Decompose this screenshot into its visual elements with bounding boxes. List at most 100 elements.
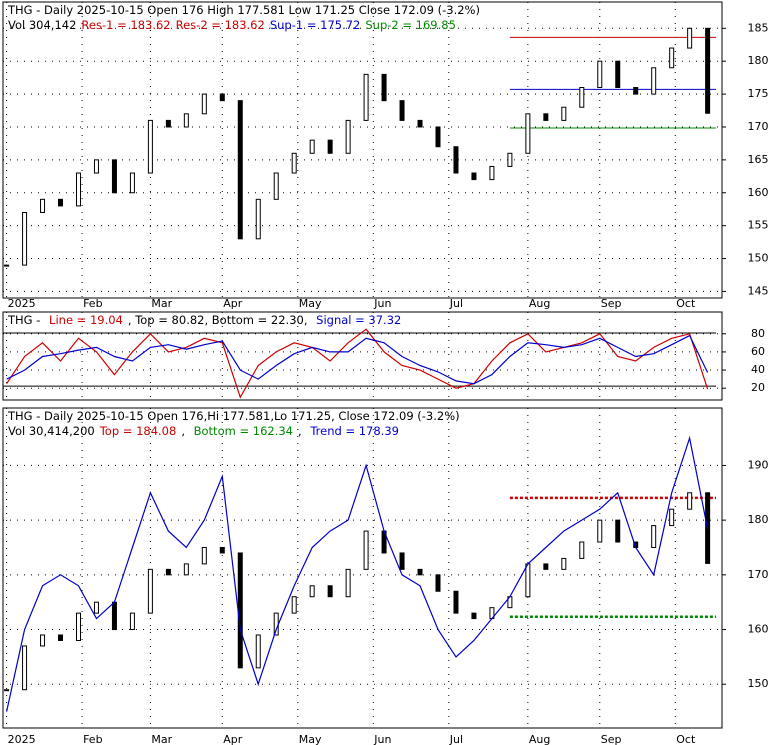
y-tick-label: 150 — [748, 252, 769, 265]
candle — [93, 601, 99, 614]
header-text: , — [181, 424, 188, 438]
y-tick-label: 170 — [748, 568, 769, 581]
candle — [543, 113, 549, 121]
x-tick-label: Jul — [449, 733, 463, 745]
candle — [669, 47, 675, 69]
y-tick-label: 160 — [748, 623, 769, 636]
candle — [237, 552, 243, 669]
candle — [435, 574, 441, 592]
candle — [4, 264, 10, 267]
candle — [399, 100, 405, 121]
candle — [309, 585, 315, 598]
candle — [327, 585, 333, 598]
panel-frame — [2, 407, 723, 729]
header-text: Res-1 = 183.62 — [81, 18, 170, 32]
y-tick-label: 20 — [751, 381, 765, 394]
candle — [201, 546, 207, 565]
candle — [219, 93, 225, 102]
candle — [705, 27, 711, 114]
candle — [471, 612, 477, 620]
candle — [237, 100, 243, 240]
candle — [489, 165, 495, 181]
y-tick-label: 180 — [748, 513, 769, 526]
candle — [165, 119, 171, 128]
x-tick-label: Jun — [373, 297, 391, 310]
header-text: Trend = 178.39 — [309, 424, 399, 438]
candle — [543, 563, 549, 570]
x-tick-label: Oct — [676, 733, 696, 745]
candle — [345, 568, 351, 598]
y-tick-label: 175 — [748, 87, 769, 100]
candle — [40, 634, 46, 647]
candle — [147, 568, 153, 614]
candle — [399, 552, 405, 570]
candle — [561, 557, 567, 570]
y-tick-label: 180 — [748, 54, 769, 67]
candle — [381, 73, 387, 102]
header-line: Vol 30,414,200 Top = 184.08, Bottom = 162… — [8, 424, 399, 438]
candle — [273, 172, 279, 200]
x-tick-label: Sep — [601, 733, 622, 745]
candle — [129, 612, 135, 631]
y-tick-label: 40 — [751, 363, 765, 376]
candle — [111, 601, 117, 631]
x-tick-label: Aug — [529, 733, 550, 745]
candle — [58, 634, 64, 641]
candle — [453, 146, 459, 174]
x-tick-label: Jun — [373, 733, 391, 745]
header-text: THG - Daily 2025-10-15 Open 176,Hi 177.5… — [7, 409, 460, 423]
candle — [669, 508, 675, 527]
x-tick-label: May — [299, 297, 322, 310]
candle — [309, 139, 315, 154]
series-line — [6, 435, 709, 712]
candle — [58, 198, 64, 207]
header-text: Vol 304,142 — [8, 18, 76, 32]
candle — [579, 541, 585, 559]
candle — [615, 60, 621, 89]
candle — [435, 126, 441, 148]
x-tick-label: Mar — [151, 297, 172, 310]
y-tick-label: 170 — [748, 120, 769, 133]
candle — [363, 530, 369, 570]
y-tick-label: 155 — [748, 219, 769, 232]
candle — [579, 87, 585, 108]
candle — [75, 172, 81, 207]
y-tick-label: 165 — [748, 153, 769, 166]
y-tick-label: 160 — [748, 186, 769, 199]
candle — [291, 596, 297, 614]
series-line — [6, 334, 709, 385]
candle — [507, 152, 513, 167]
candle — [525, 563, 531, 598]
candle — [183, 563, 189, 576]
header-line: THG - Line = 19.04 , Top = 80.82, Bottom … — [7, 313, 401, 327]
candle — [597, 519, 603, 543]
series-line — [6, 328, 709, 399]
panel-frame — [2, 1, 723, 299]
x-tick-label: Apr — [223, 297, 243, 310]
x-tick-label: Sep — [601, 297, 622, 310]
candle — [219, 546, 225, 554]
candle — [453, 590, 459, 614]
header-text: Res-2 = 183.62 — [176, 18, 265, 32]
header-text: , Top = 80.82, Bottom = 22.30, — [128, 313, 311, 327]
candle — [345, 119, 351, 154]
candle — [651, 525, 657, 548]
header-line: Vol 304,142 Res-1 = 183.62 Res-2 = 183.62 S… — [8, 18, 456, 32]
header-line: THG - Daily 2025-10-15 Open 176 High 177… — [7, 3, 480, 17]
y-tick-label: 60 — [751, 345, 765, 358]
candle — [471, 172, 477, 181]
candle — [651, 67, 657, 95]
candle — [75, 612, 81, 641]
header-text: , — [298, 424, 305, 438]
x-tick-label: Feb — [83, 733, 102, 745]
candle — [615, 519, 621, 543]
candle — [201, 93, 207, 115]
header-text: Top = 184.08 — [99, 424, 177, 438]
y-tick-label: 80 — [751, 327, 765, 340]
header-text: Sup-1 = 175.72 — [270, 18, 361, 32]
x-tick-label: Jul — [449, 297, 463, 310]
candle — [129, 172, 135, 194]
candle — [111, 159, 117, 194]
candle — [40, 198, 46, 213]
